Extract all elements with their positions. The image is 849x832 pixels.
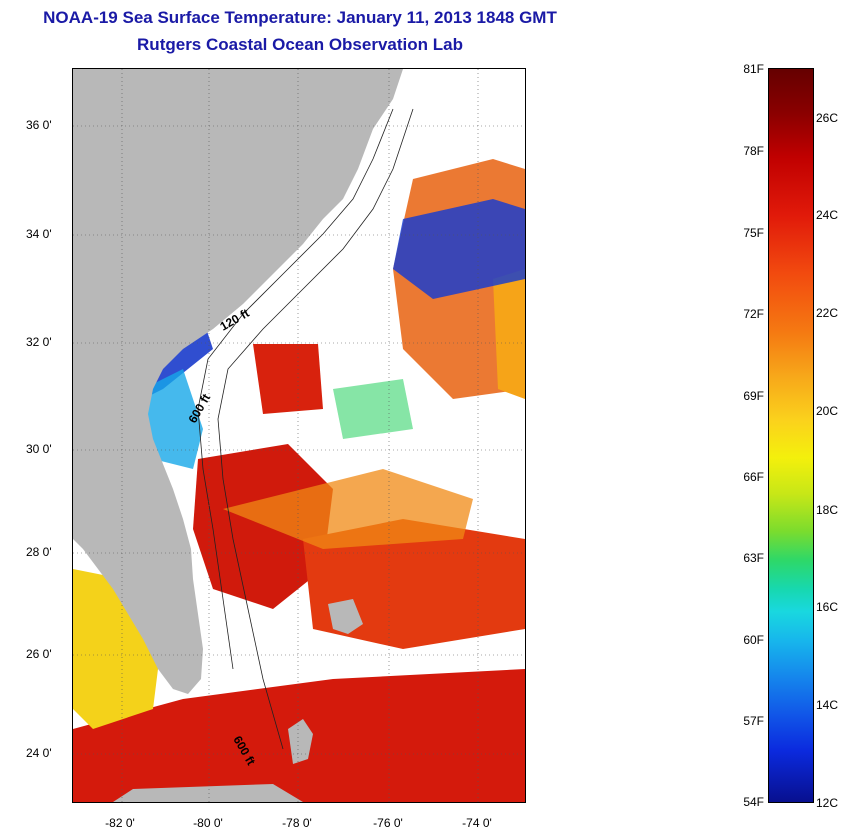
lat-label-30: 30 0'	[26, 442, 52, 456]
colorbar-c-16: 16C	[816, 600, 839, 614]
contour-120ft	[197, 108, 394, 670]
contour-600ft	[217, 108, 414, 750]
colorbar-c-18: 18C	[816, 503, 839, 517]
sst-field	[73, 159, 525, 802]
colorbar-c-14: 14C	[816, 698, 839, 712]
orange-water-patch	[223, 469, 473, 549]
colorbar-c-12: 12C	[816, 796, 839, 810]
lon-label-82: -82 0'	[105, 816, 135, 830]
map-subtitle: Rutgers Coastal Ocean Observation Lab	[137, 35, 463, 54]
colorbar-c-22: 22C	[816, 306, 839, 320]
colorbar-f-72: 72F	[743, 307, 764, 321]
colorbar-c-26: 26C	[816, 111, 839, 125]
lat-label-34: 34 0'	[26, 227, 52, 241]
lat-label-24: 24 0'	[26, 746, 52, 760]
land-cuba-coast	[113, 784, 303, 802]
temperature-colorbar	[768, 68, 814, 803]
lat-label-32: 32 0'	[26, 335, 52, 349]
cool-water-north-patch	[393, 199, 525, 299]
graticule	[73, 69, 525, 802]
colorbar-f-54: 54F	[743, 795, 764, 809]
land-bahamas-andros	[288, 719, 313, 764]
warm-water-central-patch	[253, 344, 323, 414]
lon-label-78: -78 0'	[282, 816, 312, 830]
lon-label-74: -74 0'	[462, 816, 492, 830]
colorbar-f-69: 69F	[743, 389, 764, 403]
colorbar-f-78: 78F	[743, 144, 764, 158]
green-water-patch	[333, 379, 413, 439]
land-mainland	[73, 69, 403, 694]
colorbar-c-24: 24C	[816, 208, 839, 222]
lat-label-36: 36 0'	[26, 118, 52, 132]
lat-label-26: 26 0'	[26, 647, 52, 661]
map-title: NOAA-19 Sea Surface Temperature: January…	[43, 8, 557, 27]
lat-label-28: 28 0'	[26, 545, 52, 559]
lon-label-80: -80 0'	[193, 816, 223, 830]
yellow-water-east-patch	[493, 269, 525, 399]
sst-map[interactable]: 120 ft 600 ft 600 ft	[72, 68, 526, 803]
colorbar-f-66: 66F	[743, 470, 764, 484]
colorbar-f-57: 57F	[743, 714, 764, 728]
lon-label-76: -76 0'	[373, 816, 403, 830]
sst-map-canvas: 120 ft 600 ft 600 ft	[73, 69, 525, 802]
cyan-water-coastal-patch	[143, 369, 203, 469]
colorbar-c-20: 20C	[816, 404, 839, 418]
colorbar-f-75: 75F	[743, 226, 764, 240]
depth-contours	[197, 108, 414, 750]
colorbar-f-60: 60F	[743, 633, 764, 647]
colorbar-f-63: 63F	[743, 551, 764, 565]
land-bahamas-abaco	[328, 599, 363, 634]
colorbar-f-81: 81F	[743, 62, 764, 76]
